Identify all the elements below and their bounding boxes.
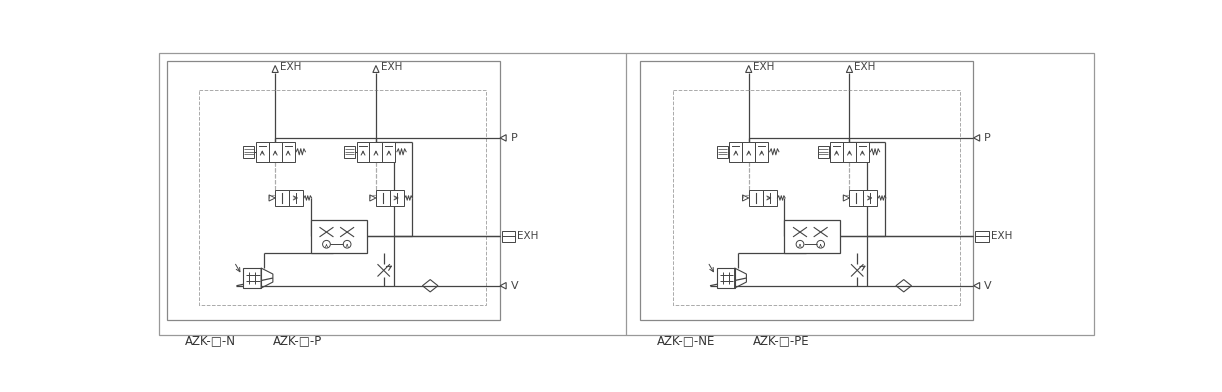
- Bar: [243, 268, 262, 288]
- Bar: [855, 142, 869, 162]
- Bar: [376, 190, 390, 206]
- Bar: [501, 231, 516, 242]
- Bar: [785, 220, 841, 253]
- Text: AZK-□-PE: AZK-□-PE: [754, 335, 810, 348]
- Text: EXH: EXH: [517, 231, 539, 241]
- Bar: [640, 61, 974, 320]
- Bar: [166, 61, 500, 320]
- Text: P: P: [511, 133, 518, 143]
- Text: AZK-□-P: AZK-□-P: [273, 335, 323, 348]
- Bar: [742, 142, 755, 162]
- Bar: [281, 142, 295, 162]
- Bar: [382, 142, 396, 162]
- Text: AZK-□-NE: AZK-□-NE: [656, 335, 715, 348]
- Text: AZK-□-N: AZK-□-N: [186, 335, 236, 348]
- Bar: [755, 142, 769, 162]
- Bar: [717, 268, 734, 288]
- Bar: [290, 190, 303, 206]
- Bar: [269, 142, 281, 162]
- Bar: [390, 190, 403, 206]
- Bar: [749, 190, 763, 206]
- Bar: [830, 142, 843, 162]
- Text: V: V: [985, 281, 992, 291]
- Text: EXH: EXH: [754, 62, 775, 72]
- Bar: [673, 90, 959, 305]
- Bar: [275, 190, 290, 206]
- Bar: [975, 231, 989, 242]
- Bar: [199, 90, 486, 305]
- Text: EXH: EXH: [991, 231, 1012, 241]
- Bar: [345, 145, 356, 158]
- Bar: [255, 142, 269, 162]
- Text: EXH: EXH: [380, 62, 402, 72]
- Bar: [864, 190, 877, 206]
- Text: EXH: EXH: [280, 62, 302, 72]
- Bar: [849, 190, 864, 206]
- Text: V: V: [511, 281, 518, 291]
- Text: P: P: [985, 133, 991, 143]
- Bar: [717, 145, 728, 158]
- Bar: [310, 220, 367, 253]
- Bar: [843, 142, 855, 162]
- Bar: [369, 142, 382, 162]
- Bar: [763, 190, 777, 206]
- Bar: [730, 142, 742, 162]
- Bar: [357, 142, 369, 162]
- Bar: [818, 145, 829, 158]
- Text: EXH: EXH: [854, 62, 875, 72]
- Bar: [243, 145, 254, 158]
